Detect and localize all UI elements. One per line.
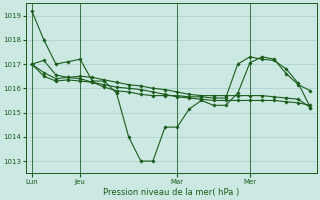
- X-axis label: Pression niveau de la mer( hPa ): Pression niveau de la mer( hPa ): [103, 188, 239, 197]
